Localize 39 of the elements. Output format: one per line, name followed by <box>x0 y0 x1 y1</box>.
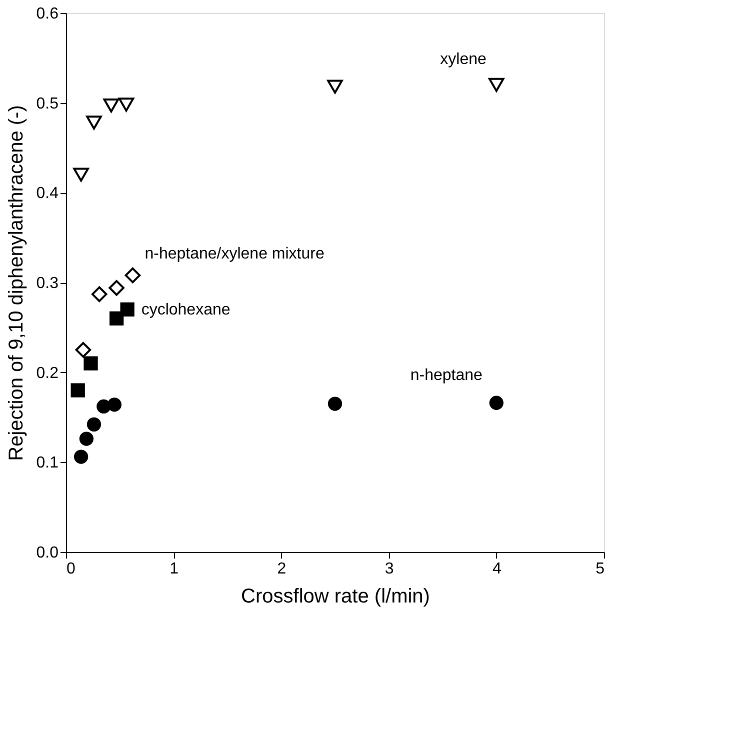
x-tick-label: 4 <box>492 560 502 578</box>
point <box>73 168 89 182</box>
point <box>488 78 504 92</box>
y-tick-label: 0.0 <box>36 544 59 562</box>
y-tick-label: 0.4 <box>36 185 59 202</box>
x-tick-label: 1 <box>170 560 179 578</box>
y-axis-title: Rejection of 9,10 diphenylanthracene (-) <box>5 105 28 461</box>
series-label: n-heptane/xylene mixture <box>144 245 324 262</box>
point <box>118 98 134 112</box>
point <box>120 302 134 317</box>
y-tick-label: 0.2 <box>36 364 59 382</box>
y-tick-label: 0.1 <box>36 454 59 472</box>
point <box>327 80 343 94</box>
y-tick-label: 0.5 <box>36 95 59 112</box>
x-tick-label: 2 <box>277 560 286 578</box>
x-axis-title: Crossflow rate (l/min) <box>241 586 430 608</box>
point <box>107 398 122 412</box>
series-label: n-heptane <box>410 366 482 384</box>
point <box>489 396 504 410</box>
point <box>124 267 141 284</box>
point <box>91 286 108 302</box>
point <box>74 450 88 464</box>
point <box>86 116 102 130</box>
series-label: cyclohexane <box>141 301 230 318</box>
x-tick-label: 0 <box>66 560 76 578</box>
point <box>70 383 85 398</box>
y-tick-label: 0.3 <box>36 275 59 292</box>
point <box>103 98 120 112</box>
x-tick-label: 3 <box>384 560 394 578</box>
point <box>328 396 342 411</box>
point <box>86 417 102 432</box>
point <box>75 342 92 358</box>
point <box>84 356 98 370</box>
point <box>79 432 94 446</box>
series-label: xylene <box>440 50 486 68</box>
x-tick-label: 5 <box>596 560 605 578</box>
y-tick-label: 0.6 <box>36 6 59 22</box>
point <box>108 280 124 296</box>
point <box>110 311 124 326</box>
